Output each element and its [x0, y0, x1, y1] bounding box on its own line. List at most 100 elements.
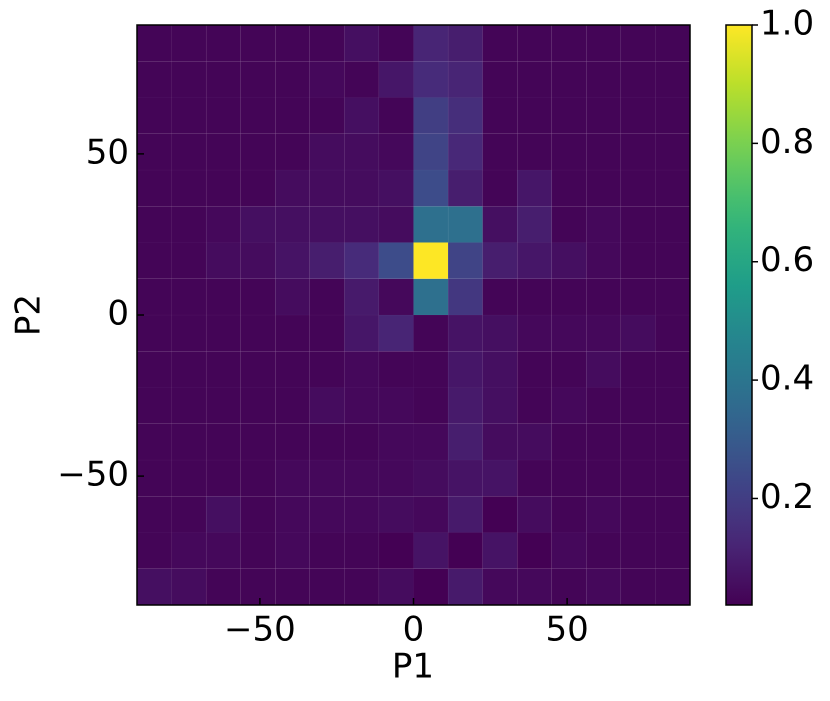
colorbar: [725, 24, 753, 606]
heatmap-cell: [344, 568, 380, 606]
heatmap-cell: [205, 423, 241, 461]
heatmap-cell: [551, 61, 587, 98]
heatmap-cell: [205, 568, 241, 606]
heatmap-cell: [378, 169, 414, 207]
heatmap-cell: [309, 133, 345, 171]
colorbar-tick-label: 1.0: [760, 4, 814, 44]
heatmap-cell: [516, 423, 552, 461]
heatmap-cell: [655, 314, 691, 352]
x-axis-label: P1: [392, 647, 434, 687]
heatmap-cell: [344, 496, 380, 533]
heatmap-cell: [171, 496, 207, 533]
heatmap-cell: [275, 278, 311, 316]
heatmap-cell: [447, 24, 483, 62]
heatmap-cell: [136, 206, 172, 243]
heatmap-cell: [344, 133, 380, 171]
heatmap-cell: [275, 206, 311, 243]
heatmap-cell: [240, 423, 276, 461]
heatmap-cell: [240, 169, 276, 207]
heatmap-cell: [275, 423, 311, 461]
heatmap-cell: [516, 97, 552, 134]
heatmap-cell: [447, 278, 483, 316]
colorbar-tick-label: 0.8: [760, 122, 814, 162]
y-axis-label: P2: [9, 294, 49, 336]
heatmap-cell: [516, 242, 552, 279]
heatmap-cell: [136, 24, 172, 62]
heatmap-cell: [482, 387, 518, 424]
heatmap-cell: [482, 351, 518, 388]
heatmap-cell: [413, 278, 449, 316]
heatmap-cell: [551, 568, 587, 606]
heatmap-cell: [447, 314, 483, 352]
heatmap-cell: [205, 242, 241, 279]
heatmap-cell: [516, 169, 552, 207]
heatmap-cell: [551, 351, 587, 388]
heatmap-cell: [482, 423, 518, 461]
heatmap-cell: [344, 206, 380, 243]
heatmap-cell: [136, 423, 172, 461]
heatmap-cell: [413, 423, 449, 461]
heatmap-cell: [655, 351, 691, 388]
heatmap-cell: [378, 97, 414, 134]
heatmap-cell: [275, 351, 311, 388]
heatmap-cell: [240, 133, 276, 171]
heatmap-cell: [171, 206, 207, 243]
heatmap-cell: [413, 496, 449, 533]
heatmap-cell: [136, 351, 172, 388]
heatmap-cell: [482, 568, 518, 606]
heatmap-cell: [482, 206, 518, 243]
heatmap-cell: [482, 61, 518, 98]
heatmap-cell: [378, 423, 414, 461]
heatmap-cell: [309, 242, 345, 279]
heatmap-cell: [240, 314, 276, 352]
heatmap-cell: [516, 133, 552, 171]
heatmap-cell: [378, 61, 414, 98]
heatmap-cell: [447, 97, 483, 134]
heatmap-cell: [620, 97, 656, 134]
heatmap-cell: [275, 97, 311, 134]
heatmap-cell: [482, 459, 518, 497]
heatmap-cell: [309, 568, 345, 606]
heatmap-cell: [516, 61, 552, 98]
heatmap-cell: [275, 314, 311, 352]
heatmap-cell: [447, 459, 483, 497]
heatmap-cell: [240, 97, 276, 134]
heatmap-cell: [447, 568, 483, 606]
heatmap-cell: [482, 314, 518, 352]
heatmap-cell: [171, 532, 207, 569]
heatmap-cell: [171, 423, 207, 461]
heatmap-cell: [240, 278, 276, 316]
heatmap-cell: [551, 532, 587, 569]
heatmap-cell: [344, 97, 380, 134]
heatmap-cell: [275, 387, 311, 424]
heatmap-cell: [309, 169, 345, 207]
heatmap-cell: [205, 169, 241, 207]
heatmap-cell: [516, 314, 552, 352]
colorbar-tick-label: 0.6: [760, 240, 814, 280]
heatmap-cell: [447, 351, 483, 388]
heatmap-cell: [309, 387, 345, 424]
heatmap-cell: [482, 24, 518, 62]
heatmap-cell: [240, 387, 276, 424]
heatmap-cell: [620, 314, 656, 352]
heatmap-cell: [205, 496, 241, 533]
heatmap-cell: [413, 169, 449, 207]
heatmap-cell: [586, 532, 622, 569]
heatmap-cell: [516, 568, 552, 606]
heatmap-cell: [413, 568, 449, 606]
heatmap-cell: [655, 206, 691, 243]
heatmap-cell: [378, 459, 414, 497]
heatmap-cell: [413, 532, 449, 569]
heatmap-cell: [551, 242, 587, 279]
heatmap-cell: [136, 97, 172, 134]
heatmap-cell: [344, 532, 380, 569]
heatmap-cell: [275, 169, 311, 207]
heatmap-cell: [240, 568, 276, 606]
heatmap-cell: [447, 496, 483, 533]
heatmap-cell: [413, 351, 449, 388]
heatmap-cell: [516, 351, 552, 388]
heatmap-cell: [620, 568, 656, 606]
heatmap-cell: [275, 496, 311, 533]
heatmap-cell: [378, 278, 414, 316]
heatmap-cell: [551, 278, 587, 316]
